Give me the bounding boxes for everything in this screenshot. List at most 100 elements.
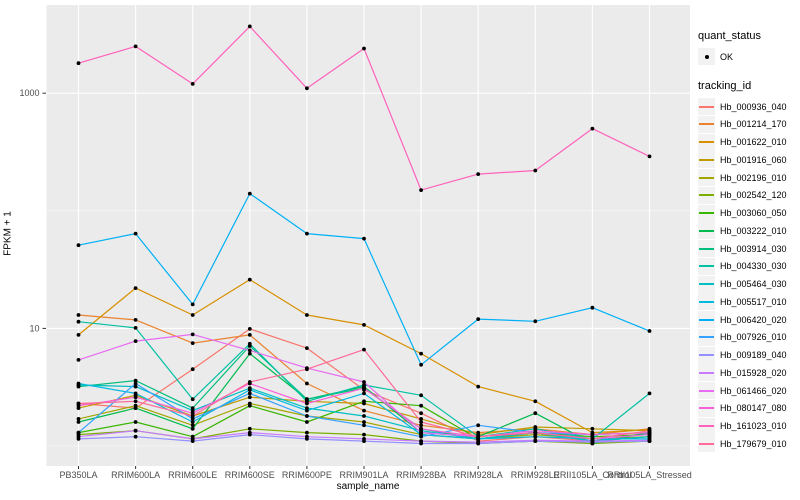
data-point	[362, 414, 366, 418]
legend-item-label: Hb_061466_020	[720, 385, 787, 396]
legend: quant_status OK tracking_id Hb_000936_04…	[698, 30, 798, 453]
data-point	[247, 395, 252, 400]
legend-title-tracking-id: tracking_id	[698, 79, 752, 92]
data-point	[190, 302, 195, 307]
legend-item-tracking-id: Hb_005517_010	[698, 293, 798, 311]
legend-item-tracking-id: Hb_002196_010	[698, 169, 798, 187]
data-point	[419, 393, 423, 398]
data-point	[476, 434, 481, 439]
data-point	[76, 61, 81, 66]
line-swatch-icon	[699, 194, 714, 197]
data-point	[305, 231, 309, 236]
legend-item-label: Hb_002196_010	[720, 172, 787, 183]
data-point	[362, 347, 366, 352]
data-point	[190, 367, 195, 372]
data-point	[533, 438, 538, 443]
data-point	[247, 403, 252, 408]
legend-key	[698, 151, 715, 169]
legend-key	[698, 98, 715, 116]
x-tick-label: RRIM928LA	[454, 470, 503, 480]
data-point	[362, 386, 366, 391]
data-point	[76, 430, 81, 435]
line-swatch-icon	[699, 176, 714, 179]
data-point	[362, 420, 366, 424]
data-point	[647, 329, 652, 333]
legend-item-label: Hb_003914_030	[720, 243, 787, 254]
line-swatch-icon	[699, 158, 714, 161]
data-point	[247, 351, 252, 356]
line-swatch-icon	[699, 371, 714, 374]
legend-item-label: Hb_000936_040	[720, 101, 787, 112]
line-swatch-icon	[699, 425, 714, 428]
data-point	[247, 388, 252, 392]
line-swatch-icon	[699, 407, 714, 410]
data-point	[76, 313, 81, 317]
data-point	[133, 318, 138, 322]
line-swatch-icon	[699, 442, 714, 445]
x-tick-label: RRIM928BA	[396, 470, 446, 480]
data-point	[133, 420, 138, 424]
legend-key	[698, 417, 715, 435]
line-swatch-icon	[699, 389, 714, 392]
line-swatch-icon	[699, 265, 714, 268]
legend-item-quant-status: OK	[698, 48, 798, 66]
data-point	[647, 428, 652, 433]
legend-item-tracking-id: Hb_001214_170	[698, 115, 798, 134]
legend-item-tracking-id: Hb_080147_080	[698, 399, 798, 418]
data-point	[476, 317, 481, 321]
data-point	[476, 440, 481, 444]
data-point	[647, 391, 652, 396]
data-point	[76, 417, 81, 421]
data-point	[305, 381, 309, 386]
legend-key	[698, 48, 715, 66]
data-point	[305, 420, 309, 424]
legend-title-quant-status: quant_status	[698, 30, 761, 42]
legend-item-tracking-id: Hb_009189_040	[698, 346, 798, 364]
y-axis-title: FPKM + 1	[2, 211, 14, 256]
data-point	[419, 411, 423, 416]
legend-item-label: Hb_015928_020	[720, 367, 787, 378]
data-point	[305, 346, 309, 350]
legend-item-label: Hb_002542_120	[720, 190, 787, 201]
x-axis-title: sample_name	[336, 481, 400, 492]
data-point	[190, 408, 195, 413]
legend-item-label: Hb_005464_030	[720, 279, 787, 290]
line-swatch-icon	[699, 354, 714, 357]
data-point	[247, 191, 252, 196]
data-point	[362, 408, 366, 413]
data-point	[247, 277, 252, 282]
legend-item-label: Hb_001916_060	[720, 154, 787, 165]
legend-key	[698, 222, 715, 240]
data-point	[362, 399, 366, 404]
legend-key	[698, 346, 715, 364]
data-point	[533, 430, 538, 435]
data-point	[247, 327, 252, 331]
legend-item-tracking-id: Hb_004330_030	[698, 257, 798, 276]
data-point	[190, 313, 195, 317]
data-point	[133, 384, 138, 389]
legend-item-tracking-id: Hb_003222_010	[698, 222, 798, 240]
legend-item-tracking-id: Hb_002542_120	[698, 186, 798, 205]
data-point	[362, 236, 366, 241]
legend-item-label: Hb_003222_010	[720, 225, 787, 236]
legend-key	[698, 293, 715, 311]
data-point	[362, 423, 366, 428]
data-point	[590, 126, 595, 131]
data-point	[76, 434, 81, 439]
legend-item-label: Hb_009189_040	[720, 350, 787, 361]
data-point	[247, 426, 252, 431]
legend-item-tracking-id: Hb_161023_010	[698, 417, 798, 435]
x-tick-label: RRIM901LA	[339, 470, 388, 480]
line-swatch-icon	[699, 336, 714, 339]
legend-item-label: Hb_080147_080	[720, 403, 787, 414]
data-point	[247, 333, 252, 337]
data-point	[190, 417, 195, 421]
data-point	[533, 168, 538, 173]
legend-key	[698, 435, 715, 453]
data-point	[590, 432, 595, 437]
data-point	[133, 378, 138, 383]
x-tick-label: RRIM600LA	[111, 470, 160, 480]
legend-quant-status-items: OK	[698, 48, 798, 66]
legend-key	[698, 328, 715, 346]
